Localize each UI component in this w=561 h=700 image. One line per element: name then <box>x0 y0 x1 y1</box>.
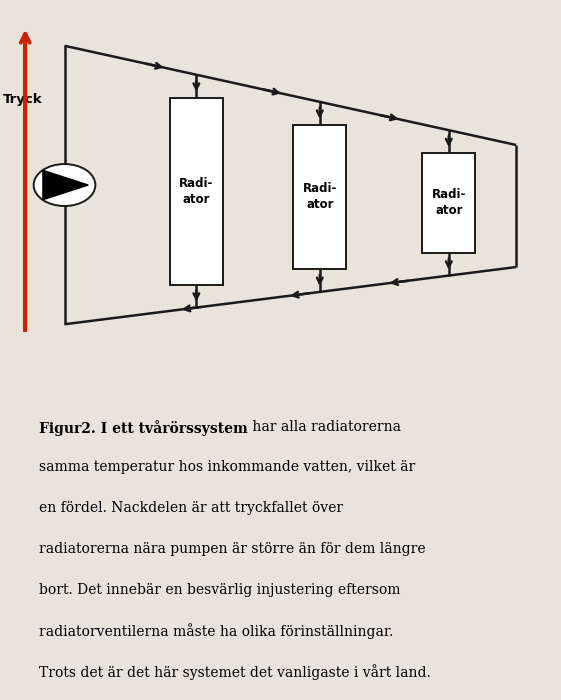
Text: Radi-
ator: Radi- ator <box>431 188 466 218</box>
Text: en fördel. Nackdelen är att tryckfallet över: en fördel. Nackdelen är att tryckfallet … <box>39 501 343 515</box>
Polygon shape <box>43 170 88 199</box>
Bar <box>169 97 223 285</box>
Text: Radi-
ator: Radi- ator <box>179 176 214 206</box>
Text: Radi-
ator: Radi- ator <box>302 183 337 211</box>
Text: samma temperatur hos inkommande vatten, vilket är: samma temperatur hos inkommande vatten, … <box>39 461 416 475</box>
Text: Figur2. I ett tvårörssystem: Figur2. I ett tvårörssystem <box>39 420 248 435</box>
Text: radiatorerna nära pumpen är större än för dem längre: radiatorerna nära pumpen är större än fö… <box>39 542 426 556</box>
Text: bort. Det innebär en besvärlig injustering eftersom: bort. Det innebär en besvärlig injusteri… <box>39 583 401 597</box>
Bar <box>293 125 347 269</box>
Text: har alla radiatorerna: har alla radiatorerna <box>248 420 401 434</box>
Text: radiatorventilerna måste ha olika förinställningar.: radiatorventilerna måste ha olika förins… <box>39 624 394 639</box>
Text: Tryck: Tryck <box>3 92 43 106</box>
Circle shape <box>34 164 95 206</box>
Text: Trots det är det här systemet det vanligaste i vårt land.: Trots det är det här systemet det vanlig… <box>39 664 431 680</box>
Bar <box>422 153 475 253</box>
